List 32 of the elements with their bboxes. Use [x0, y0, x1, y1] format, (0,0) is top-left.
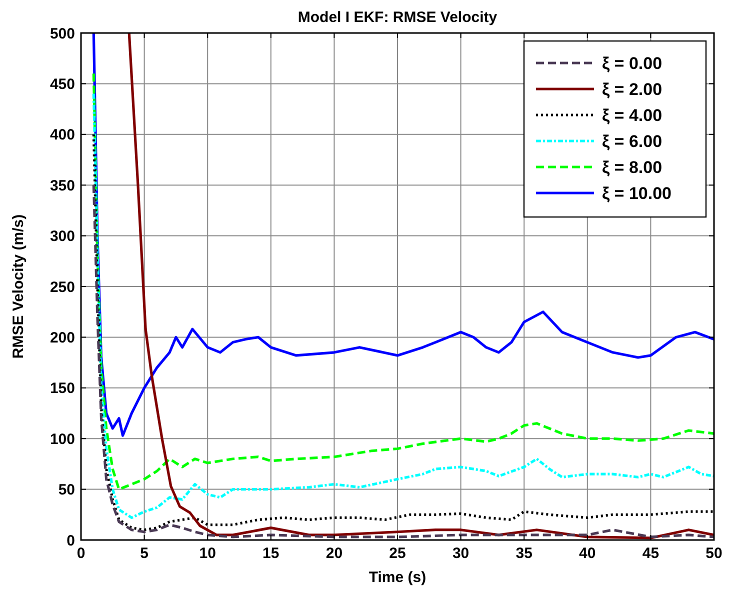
x-tick-label: 45: [642, 545, 660, 562]
y-tick-label: 100: [50, 430, 75, 448]
legend-label: ξ = 6.00: [602, 132, 662, 151]
x-tick-label: 25: [389, 545, 406, 562]
y-tick-label: 200: [50, 329, 75, 346]
legend-label: ξ = 0.00: [602, 54, 662, 73]
line-series: [128, 33, 714, 540]
legend-label: ξ = 8.00: [602, 158, 662, 177]
x-tick-label: 50: [706, 545, 722, 562]
x-tick-label: 5: [140, 545, 148, 562]
y-tick-label: 50: [58, 482, 75, 499]
x-tick-label: 35: [516, 545, 532, 562]
x-tick-label: 20: [326, 545, 343, 562]
x-tick-label: 30: [452, 545, 470, 562]
y-tick-label: 0: [66, 532, 75, 550]
y-tick-label: 250: [50, 278, 75, 296]
x-tick-label: 40: [579, 545, 596, 562]
x-tick-label: 0: [76, 545, 86, 562]
legend-label: ξ = 4.00: [602, 106, 662, 125]
legend-label: ξ = 2.00: [602, 80, 662, 99]
y-tick-label: 450: [50, 76, 75, 93]
legend-label: ξ = 10.00: [602, 184, 672, 203]
x-tick-label: 10: [199, 545, 216, 562]
y-tick-label: 300: [50, 228, 75, 246]
y-tick-label: 400: [50, 126, 75, 144]
x-tick-label: 15: [262, 545, 280, 562]
y-tick-label: 350: [50, 177, 75, 194]
y-tick-label: 150: [50, 380, 75, 398]
chart-title: Model I EKF: RMSE Velocity: [298, 9, 498, 26]
x-axis-title: Time (s): [368, 569, 426, 586]
y-axis-title: RMSE Velocity (m/s): [10, 214, 27, 359]
y-tick-label: 500: [50, 25, 75, 42]
